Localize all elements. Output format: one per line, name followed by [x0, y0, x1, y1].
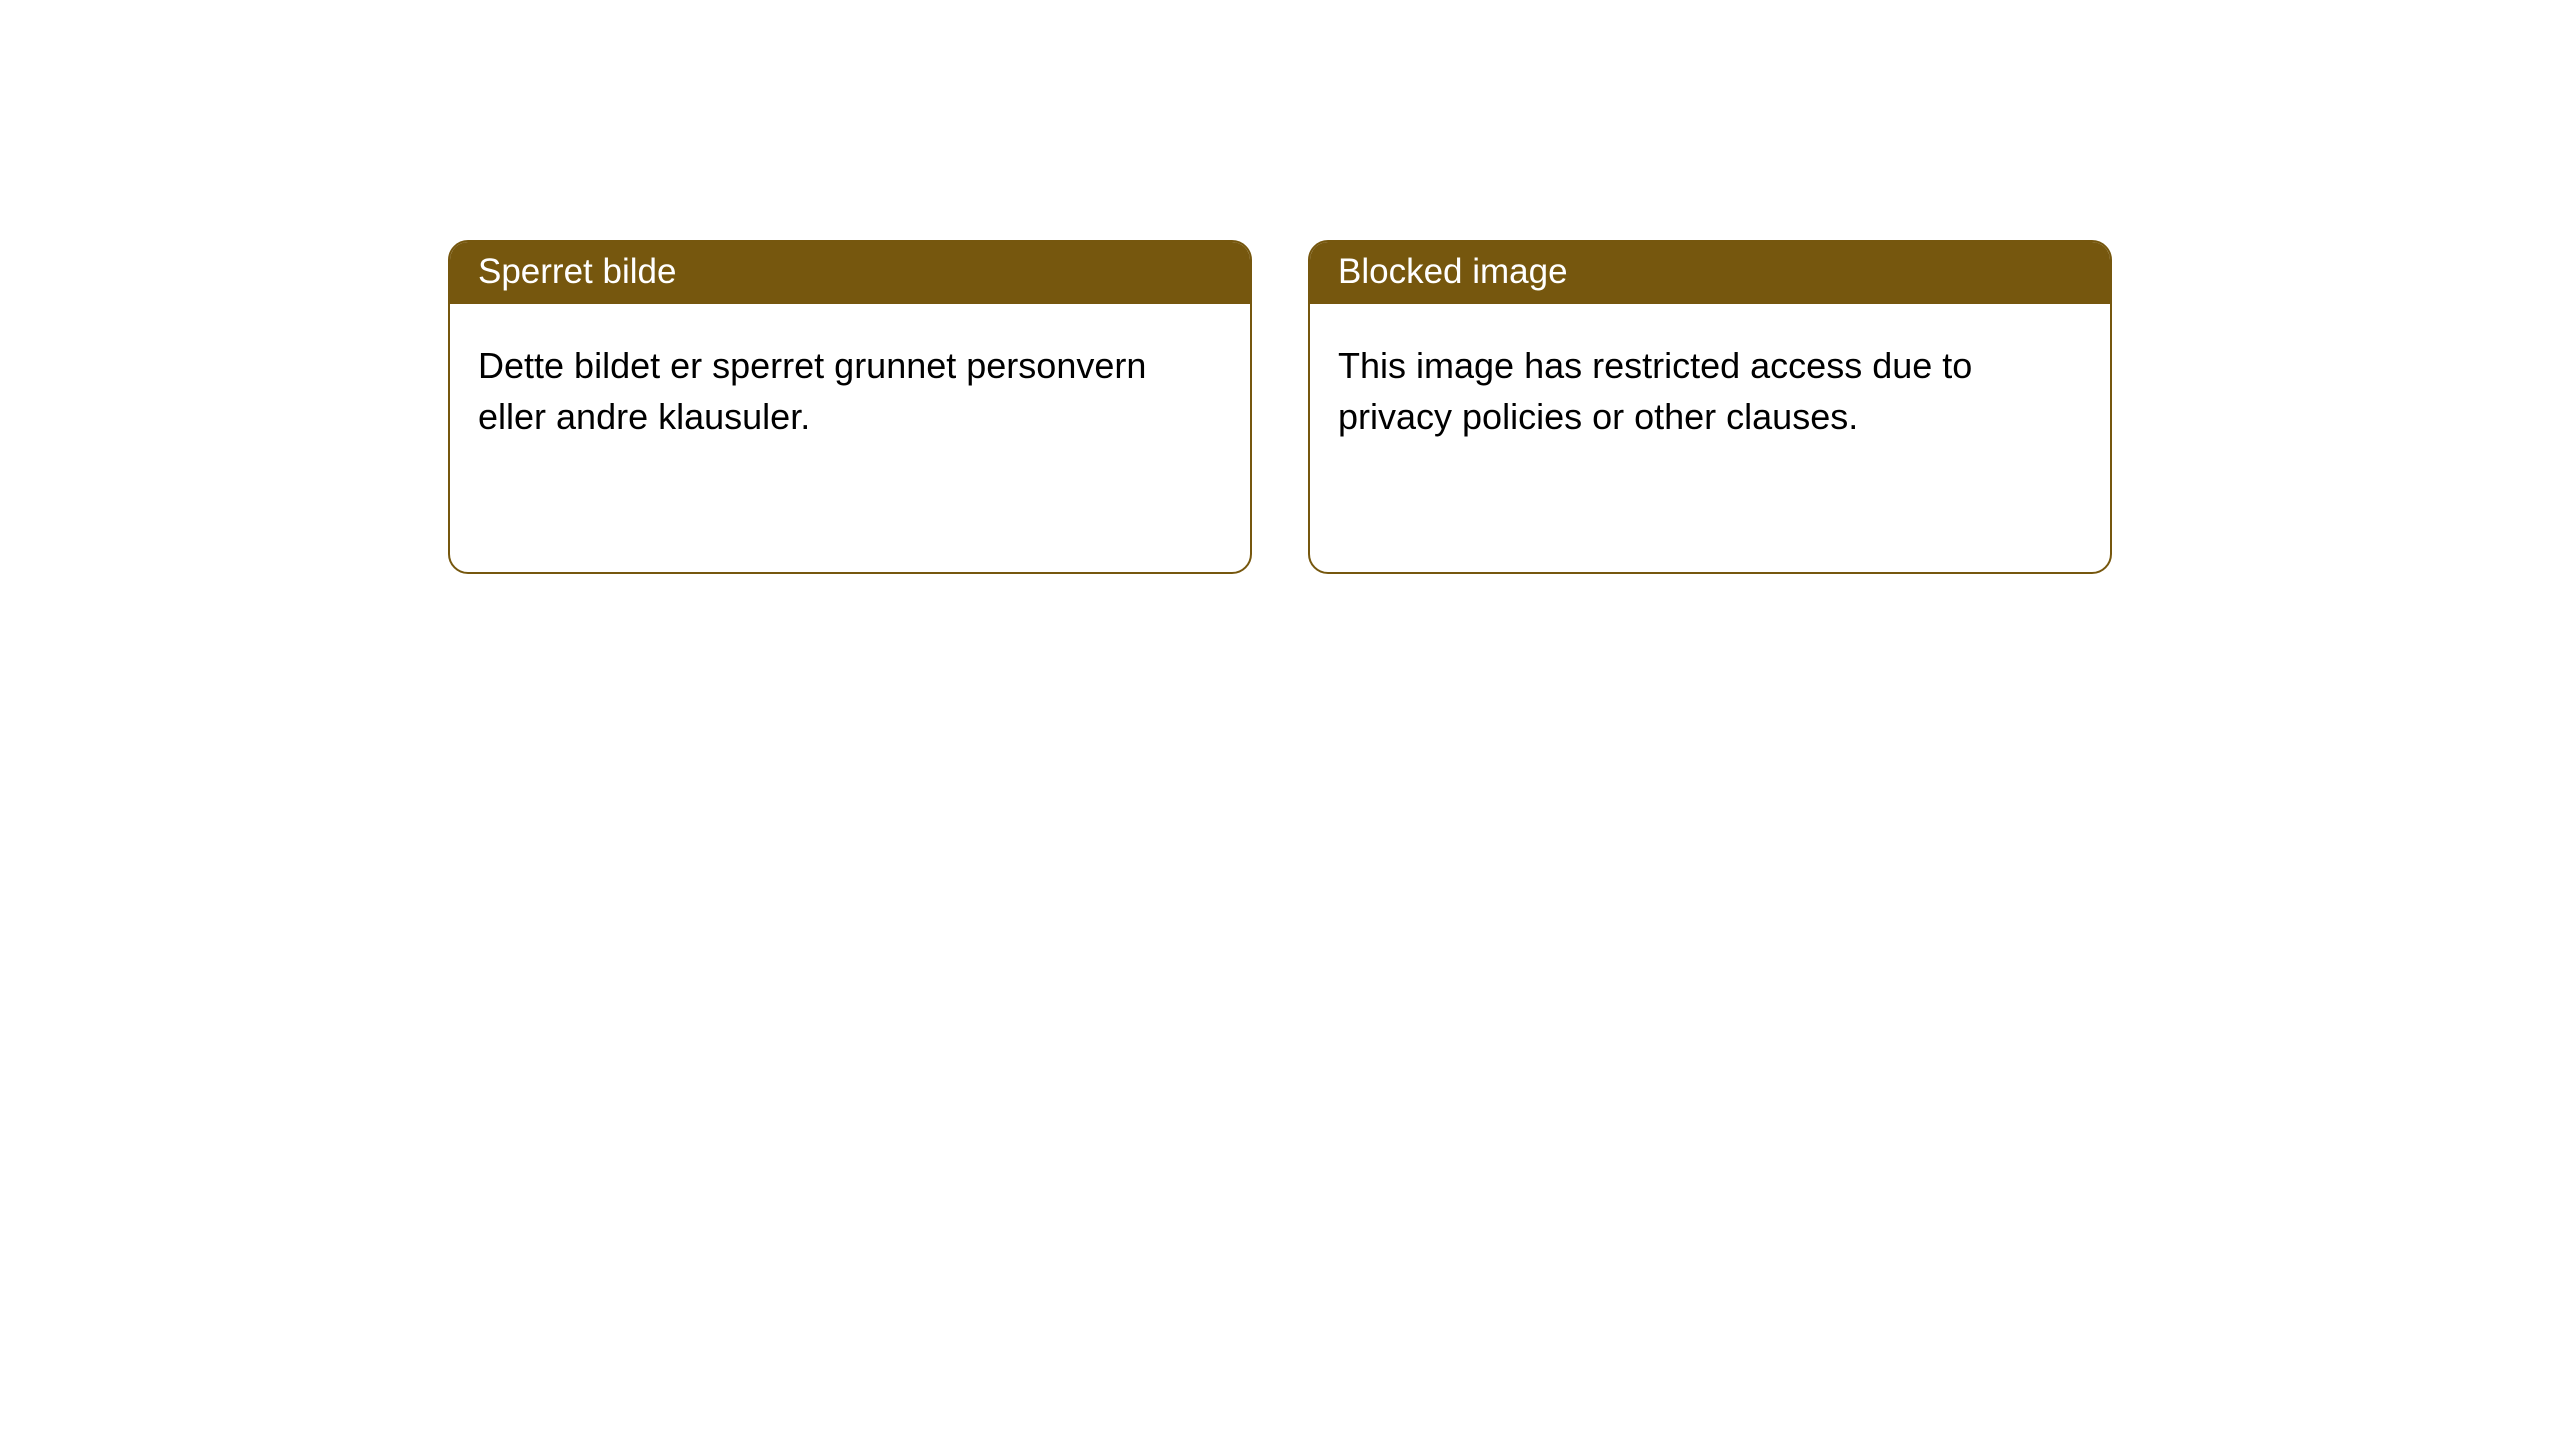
notice-cards-row: Sperret bilde Dette bildet er sperret gr…: [0, 0, 2560, 574]
card-title: Blocked image: [1338, 252, 1568, 291]
card-title: Sperret bilde: [478, 252, 676, 291]
card-header: Sperret bilde: [450, 242, 1250, 304]
card-body-text: Dette bildet er sperret grunnet personve…: [478, 345, 1146, 437]
blocked-image-card-en: Blocked image This image has restricted …: [1308, 240, 2112, 574]
card-body: This image has restricted access due to …: [1310, 304, 2110, 470]
blocked-image-card-no: Sperret bilde Dette bildet er sperret gr…: [448, 240, 1252, 574]
card-body-text: This image has restricted access due to …: [1338, 345, 1972, 437]
card-body: Dette bildet er sperret grunnet personve…: [450, 304, 1250, 470]
card-header: Blocked image: [1310, 242, 2110, 304]
